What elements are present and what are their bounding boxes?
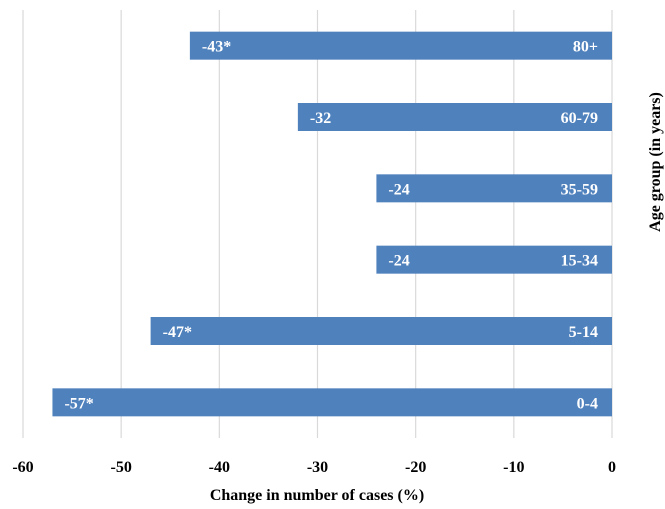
x-tick-label: -50 bbox=[111, 459, 132, 476]
x-tick-label: -40 bbox=[209, 459, 230, 476]
category-label: 80+ bbox=[573, 39, 598, 56]
x-tick-label: 0 bbox=[608, 459, 616, 476]
y-axis-title: Age group (in years) bbox=[647, 92, 664, 232]
bar-60-79 bbox=[297, 103, 612, 131]
category-label: 0-4 bbox=[577, 395, 598, 412]
bar-35-59 bbox=[376, 174, 612, 203]
bar-value-label: -43* bbox=[202, 39, 231, 56]
bar-value-label: -32 bbox=[310, 110, 331, 127]
bar-value-label: -24 bbox=[388, 253, 409, 270]
bars bbox=[52, 31, 612, 417]
bar-5-14 bbox=[150, 317, 612, 345]
bar-80+ bbox=[189, 31, 612, 60]
bar-15-34 bbox=[376, 245, 612, 274]
bar-labels: -43* 80+ -32 60-79 -24 35-59 -24 15-34 -47* 5-14 -… bbox=[64, 39, 598, 413]
bar-value-label: -47* bbox=[163, 324, 192, 341]
category-label: 60-79 bbox=[561, 110, 598, 127]
category-label: 5-14 bbox=[569, 324, 598, 341]
x-axis-title: Change in number of cases (%) bbox=[210, 487, 424, 504]
category-label: 35-59 bbox=[561, 181, 598, 198]
bar-value-label: -57* bbox=[64, 395, 93, 412]
x-tick-labels: -60 -50 -40 -30 -20 -10 0 bbox=[12, 459, 616, 476]
x-tick-label: -20 bbox=[405, 459, 426, 476]
bar-value-label: -24 bbox=[388, 181, 409, 198]
x-tick-label: -10 bbox=[503, 459, 524, 476]
x-tick-label: -60 bbox=[12, 459, 33, 476]
x-tick-label: -30 bbox=[307, 459, 328, 476]
category-label: 15-34 bbox=[561, 253, 598, 270]
gridlines bbox=[22, 10, 613, 438]
bar-0-4 bbox=[52, 388, 612, 417]
